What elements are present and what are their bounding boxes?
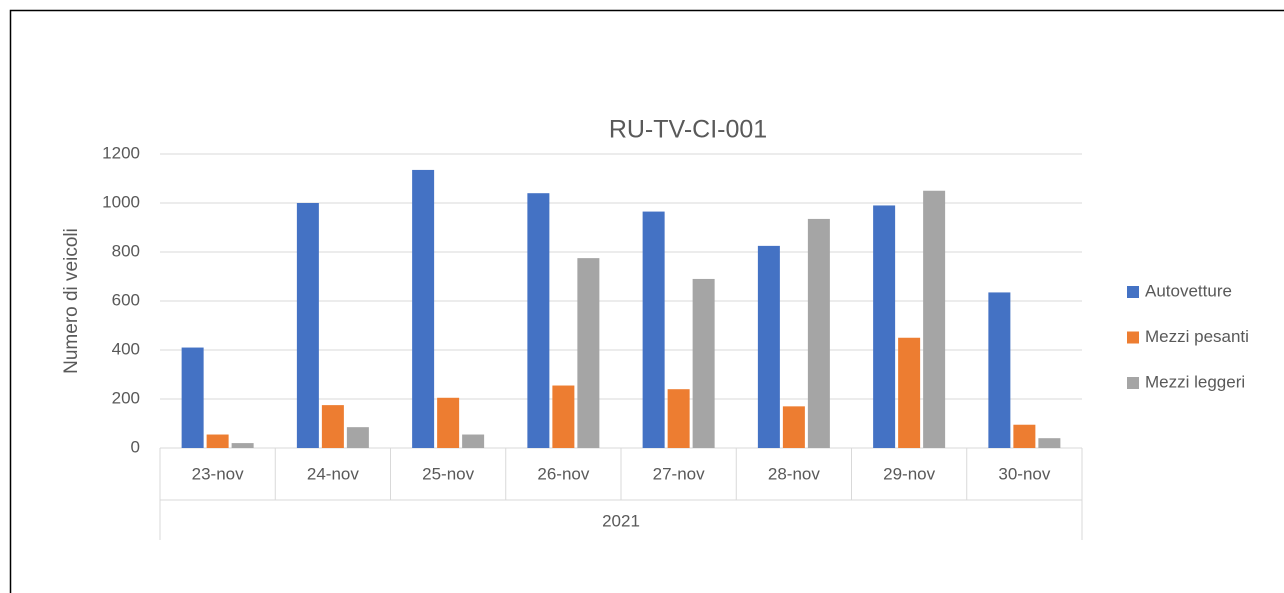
bar [206, 434, 229, 448]
legend-swatch [1127, 331, 1139, 344]
bar [807, 218, 830, 448]
bar [296, 203, 319, 448]
bar [782, 406, 805, 448]
bar [462, 434, 485, 448]
bar [527, 193, 550, 448]
x-tick-label: 28-nov [768, 464, 820, 483]
y-axis-label: Numero di veicoli [61, 228, 82, 374]
y-tick-label: 1200 [102, 143, 140, 162]
legend-label: Mezzi pesanti [1145, 327, 1249, 346]
legend-swatch [1127, 377, 1139, 389]
y-tick-label: 0 [131, 437, 140, 456]
y-tick-label: 400 [112, 339, 140, 358]
bar [1038, 438, 1061, 448]
bar [988, 292, 1011, 448]
y-tick-label: 1000 [102, 192, 140, 211]
x-tick-label: 27-nov [653, 464, 705, 483]
y-tick-label: 200 [112, 388, 140, 407]
x-tick-label: 26-nov [537, 464, 589, 483]
chart-frame [9, 9, 1284, 593]
y-tick-label: 800 [112, 241, 140, 260]
bar [321, 405, 344, 448]
legend-swatch [1127, 286, 1139, 298]
legend-label: Mezzi leggeri [1145, 372, 1245, 391]
bar [346, 427, 369, 448]
bar [437, 397, 460, 448]
x-tick-label: 25-nov [422, 464, 474, 483]
x-tick-label: 30-nov [998, 464, 1050, 483]
bar [898, 337, 921, 448]
legend-label: Autovetture [1145, 281, 1232, 300]
bar [642, 211, 665, 448]
x-tick-label: 24-nov [307, 464, 359, 483]
bar [757, 245, 780, 448]
bar [181, 347, 204, 448]
bar [412, 169, 435, 449]
bar [552, 385, 575, 448]
x-group-label: 2021 [602, 511, 640, 530]
bar [873, 205, 896, 448]
bar [923, 190, 946, 448]
x-tick-label: 23-nov [192, 464, 244, 483]
x-tick-label: 29-nov [883, 464, 935, 483]
bar [577, 258, 600, 448]
y-tick-label: 600 [112, 290, 140, 309]
bar [667, 389, 690, 448]
bar [1013, 424, 1036, 448]
bar [231, 443, 254, 448]
chart-title: RU-TV-CI-001 [609, 116, 767, 144]
bar [692, 278, 715, 448]
